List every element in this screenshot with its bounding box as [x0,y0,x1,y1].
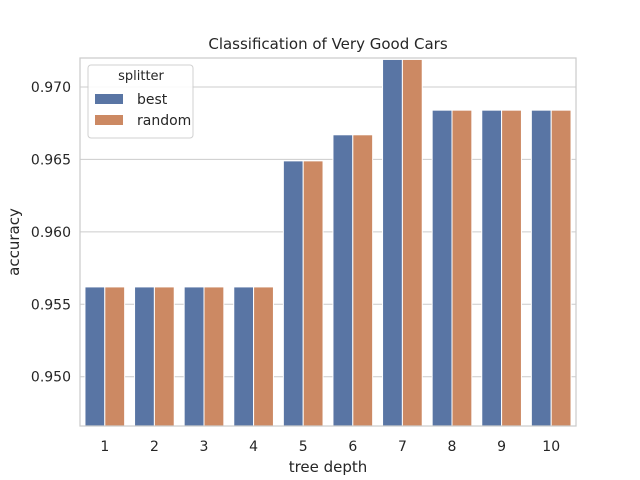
y-tick-label: 0.950 [31,370,71,386]
bar-random-5 [302,160,324,427]
bar-random-9 [501,109,522,427]
bar-random-10 [550,109,572,427]
x-tick-labels: 1 2 3 4 5 6 7 8 9 10 [100,439,560,455]
y-tick-label: 0.955 [31,297,71,313]
bar-best-1 [84,286,106,427]
bar-best-7 [382,58,403,427]
x-tick-label: 1 [100,439,109,455]
legend-title: splitter [118,69,164,84]
legend-swatch-random [95,115,123,125]
bar-best-2 [134,286,155,427]
y-axis-title: accuracy [5,208,23,276]
x-tick-label: 7 [398,439,407,455]
x-tick-label: 9 [497,439,506,455]
legend-label-random: random [137,113,191,129]
bar-random-6 [352,134,374,427]
x-tick-label: 10 [542,439,560,455]
bar-best-10 [530,109,552,427]
bar-random-1 [104,286,126,427]
bar-random-4 [253,286,274,427]
chart-title: Classification of Very Good Cars [208,35,447,53]
bar-best-3 [183,286,205,427]
x-tick-label: 3 [200,439,209,455]
y-tick-label: 0.965 [31,152,71,168]
legend: splitter best random [87,64,194,139]
x-tick-label: 6 [348,439,357,455]
legend-swatch-best [95,94,123,104]
bar-random-8 [451,109,473,427]
plot-frame [79,57,577,427]
bar-best-5 [282,160,304,427]
y-tick-label: 0.970 [31,80,71,96]
x-tick-label: 2 [150,439,159,455]
x-axis-title: tree depth [289,458,368,476]
bar-random-2 [153,286,175,427]
bar-best-4 [233,286,255,427]
y-tick-label: 0.960 [31,225,71,241]
bar-best-8 [431,109,453,427]
x-tick-label: 8 [448,439,457,455]
bar-random-7 [401,58,423,427]
x-tick-label: 5 [299,439,308,455]
y-tick-labels: 0.950 0.955 0.960 0.965 0.970 [31,80,71,386]
bar-best-9 [481,109,503,427]
x-tick-label: 4 [249,439,258,455]
bar-best-6 [332,134,354,427]
legend-label-best: best [137,92,168,108]
bar-random-3 [203,286,225,427]
